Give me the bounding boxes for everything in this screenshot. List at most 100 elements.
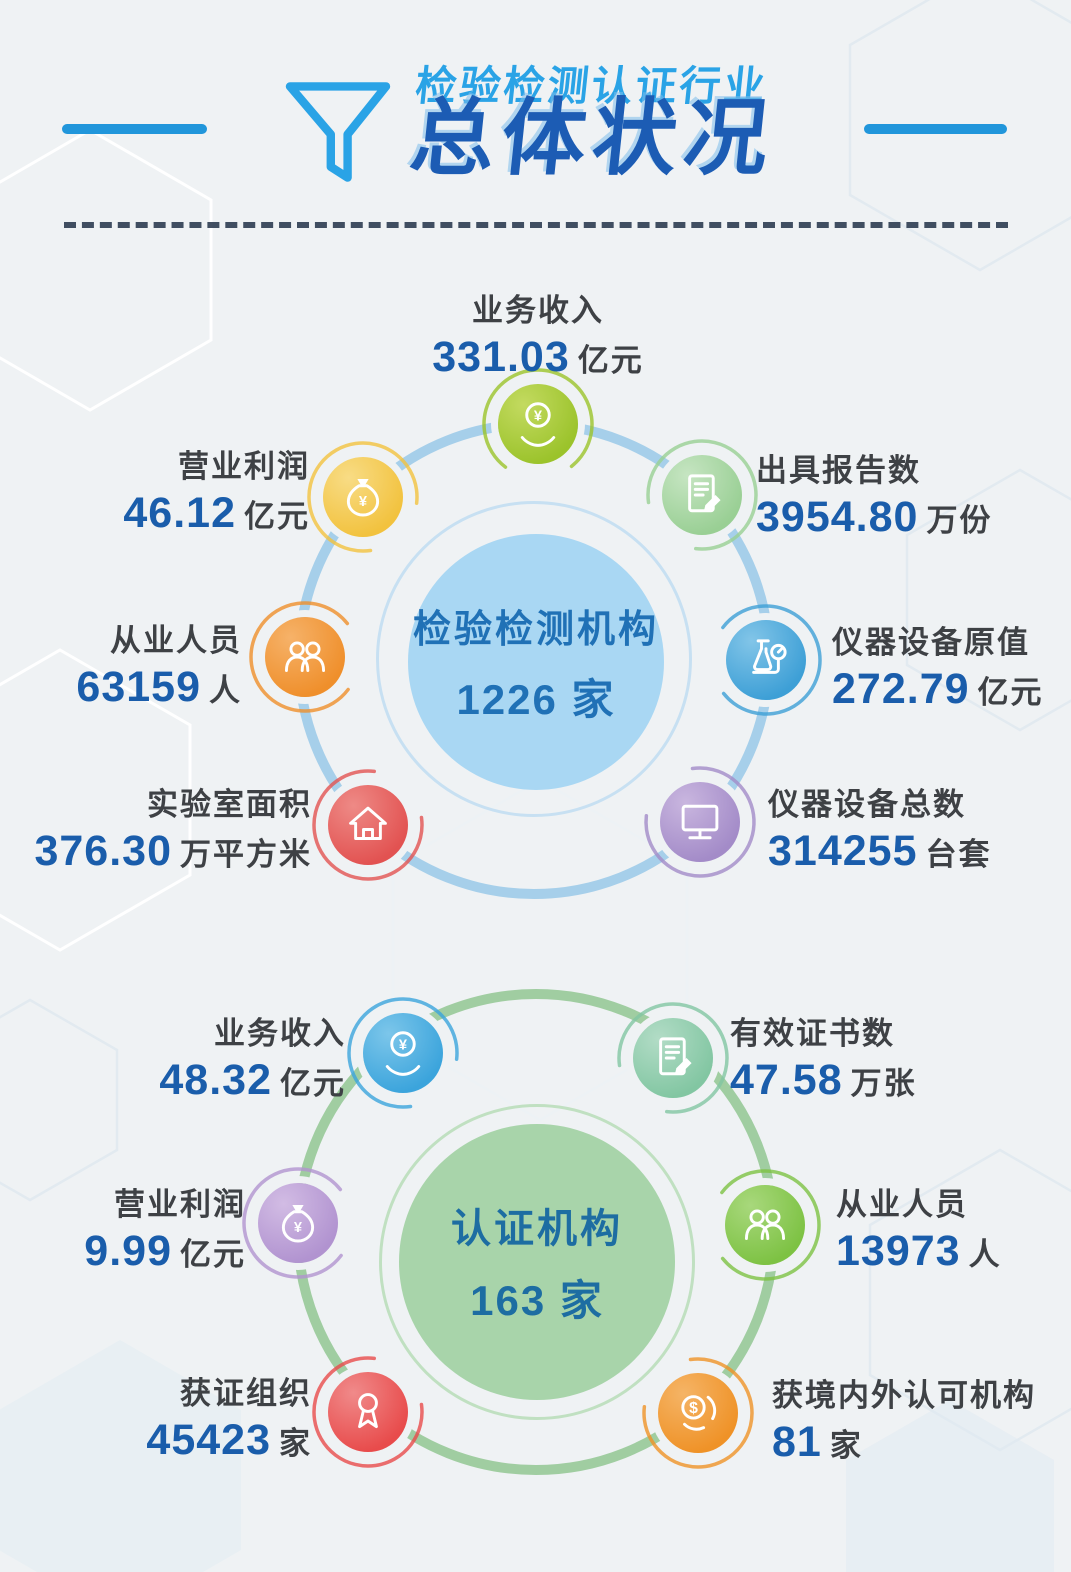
- stat-icon-disc: [658, 1373, 738, 1453]
- lab-instrument-icon: [752, 639, 787, 674]
- stat-number: 45423: [146, 1416, 271, 1465]
- stat-label: 出具报告数: [756, 453, 921, 488]
- stat-node-d1-business-revenue: ¥: [478, 364, 598, 484]
- stat-number: 63159: [76, 663, 201, 712]
- node-arc-ring: [249, 601, 361, 713]
- money-hand-icon: ¥: [520, 402, 556, 447]
- svg-text:¥: ¥: [399, 1038, 408, 1054]
- stat-unit: 亿元: [977, 675, 1044, 711]
- stat-label: 仪器设备总数: [768, 787, 966, 822]
- node-arc-ring: [242, 1167, 354, 1279]
- stat-unit: 家: [829, 1428, 863, 1464]
- stat-number: 47.58: [730, 1056, 843, 1105]
- stat-icon-disc: [726, 620, 806, 700]
- stat-label: 有效证书数: [730, 1016, 895, 1051]
- page-title: 总体状况: [406, 91, 780, 185]
- stat-label: 业务收入: [214, 1016, 346, 1051]
- stat-node-d1-lab-area: [308, 765, 428, 885]
- stat-icon-disc: [323, 457, 403, 537]
- header-left-line: [62, 124, 207, 134]
- stat-unit: 家: [279, 1426, 312, 1462]
- stat-label: 实验室面积: [147, 787, 312, 822]
- stat-icon-disc: [660, 782, 740, 862]
- stat-number: 3954.80: [756, 493, 919, 542]
- stat-label: 业务收入: [472, 293, 604, 328]
- stat-icon-disc: [328, 785, 408, 865]
- stat-label: 仪器设备原值: [832, 625, 1030, 660]
- stat-d1-lab-area: 实验室面积 376.30 万平方米: [18, 786, 312, 875]
- node-arc-ring: [642, 1357, 754, 1469]
- stat-unit: 万份: [926, 503, 993, 539]
- stat-node-d1-operating-profit: ¥: [303, 437, 423, 557]
- stat-label: 营业利润: [178, 449, 310, 484]
- stat-number: 46.12: [123, 489, 236, 538]
- node-arc-ring: [710, 604, 822, 716]
- dollar-accreditation-icon: $: [681, 1395, 717, 1431]
- stat-unit: 万张: [850, 1066, 917, 1102]
- stat-node-d1-instrument-count: [640, 762, 760, 882]
- stat-number: 81: [772, 1418, 822, 1467]
- stat-d1-operating-profit: 营业利润 46.12 亿元: [30, 448, 310, 537]
- money-bag-icon: ¥: [346, 479, 380, 517]
- stat-node-d2-certified-organizations: [308, 1352, 428, 1472]
- svg-text:¥: ¥: [294, 1220, 303, 1236]
- stat-label: 获境内外认可机构: [772, 1378, 1036, 1413]
- node-arc-ring: [617, 1002, 729, 1114]
- header-right-line: [864, 124, 1007, 134]
- stat-icon-disc: [725, 1185, 805, 1265]
- node-arc-ring: [312, 1356, 424, 1468]
- certified-organization-icon: [358, 1393, 378, 1429]
- report-document-icon: [659, 1037, 692, 1076]
- stat-d2-business-revenue: 业务收入 48.32 亿元: [60, 1015, 346, 1104]
- stat-label: 营业利润: [114, 1187, 246, 1222]
- stat-node-d1-employees: [245, 597, 365, 717]
- stat-d1-employees: 从业人员 63159 人: [0, 622, 242, 711]
- svg-text:¥: ¥: [359, 494, 368, 510]
- stat-d2-valid-certificates: 有效证书数 47.58 万张: [730, 1015, 1060, 1104]
- stat-number: 48.32: [159, 1056, 272, 1105]
- stat-number: 376.30: [34, 827, 172, 876]
- money-hand-icon: ¥: [385, 1031, 421, 1076]
- stat-unit: 亿元: [244, 499, 310, 535]
- diagram2-center-count: 163 家: [470, 1277, 604, 1324]
- svg-text:$: $: [689, 1400, 698, 1417]
- people-icon: [744, 1209, 786, 1240]
- stat-node-d1-instrument-value: [706, 600, 826, 720]
- stat-unit: 万平方米: [180, 837, 312, 873]
- stat-d2-certified-organizations: 获证组织 45423 家: [24, 1375, 312, 1464]
- stat-unit: 人: [209, 673, 242, 709]
- stat-node-d1-reports-issued: [642, 435, 762, 555]
- stat-node-d2-operating-profit: ¥: [238, 1163, 358, 1283]
- stat-number: 314255: [768, 827, 918, 876]
- report-document-icon: [688, 474, 721, 513]
- stat-unit: 亿元: [280, 1066, 346, 1102]
- node-arc-ring: [347, 997, 459, 1109]
- stat-d1-reports-issued: 出具报告数 3954.80 万份: [756, 452, 1066, 541]
- node-arc-ring: [312, 769, 424, 881]
- stat-node-d2-business-revenue: ¥: [343, 993, 463, 1113]
- stat-d2-accredited-bodies: 获境内外认可机构 81 家: [772, 1377, 1071, 1466]
- dotted-separator: [64, 222, 1008, 228]
- house-icon: [349, 806, 387, 840]
- funnel-icon: [285, 82, 391, 182]
- stat-icon-disc: [265, 617, 345, 697]
- stat-number: 9.99: [84, 1227, 172, 1276]
- stat-d2-employees: 从业人员 13973 人: [836, 1186, 1071, 1275]
- stat-icon-disc: [258, 1183, 338, 1263]
- stat-d1-business-revenue: 业务收入 331.03 亿元: [288, 292, 788, 381]
- node-arc-ring: [646, 439, 758, 551]
- stat-number: 13973: [836, 1227, 961, 1276]
- stat-number: 272.79: [832, 665, 970, 714]
- stat-node-d2-employees: [705, 1165, 825, 1285]
- diagram1-center-circle: 检验检测机构 1226 家: [408, 534, 664, 790]
- node-arc-ring: [709, 1169, 821, 1281]
- people-icon: [284, 641, 326, 672]
- stat-label: 从业人员: [110, 623, 242, 658]
- node-arc-ring: [644, 766, 756, 878]
- stat-number: 331.03: [432, 333, 570, 382]
- stat-unit: 亿元: [577, 343, 644, 379]
- stat-d2-operating-profit: 营业利润 9.99 亿元: [0, 1186, 246, 1275]
- diagram1-center-name: 检验检测机构: [412, 608, 659, 651]
- stat-unit: 人: [968, 1237, 1002, 1273]
